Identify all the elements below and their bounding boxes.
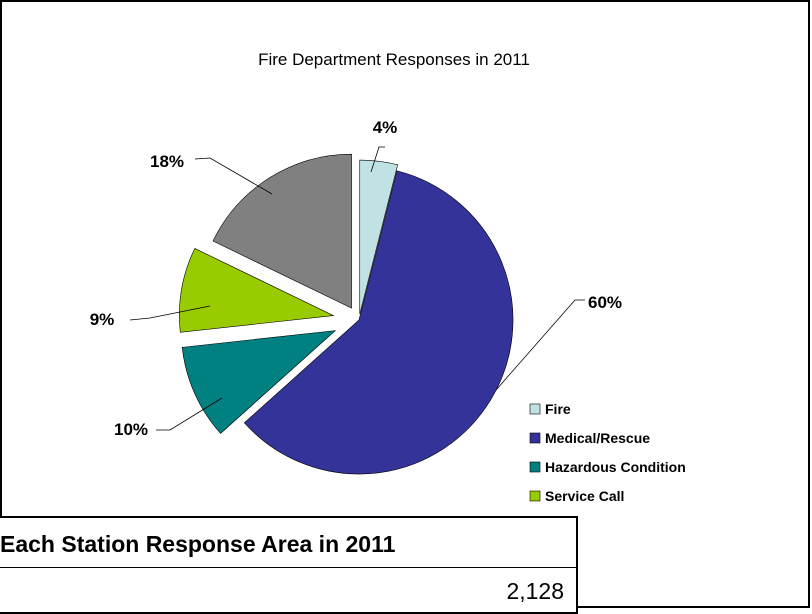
pie-slice-service-call xyxy=(179,248,335,333)
pie-slice-hazardous-condition xyxy=(181,330,337,434)
data-label: 9% xyxy=(90,310,115,329)
data-label: 18% xyxy=(150,152,184,171)
pie-slice-medical-rescue xyxy=(243,170,514,475)
pie-slice-other xyxy=(212,153,352,309)
legend-swatch xyxy=(529,403,541,415)
data-label: 10% xyxy=(114,420,148,439)
leader-line xyxy=(370,146,385,173)
legend-swatch xyxy=(529,432,541,444)
leader-line xyxy=(194,157,273,195)
leader-line xyxy=(156,397,223,431)
leader-line xyxy=(129,305,211,321)
table-value: 2,128 xyxy=(506,578,564,604)
table-value-row: 2,128 xyxy=(0,568,576,614)
legend-label: Fire xyxy=(545,401,571,417)
data-labels: 4% 60% 10% 9% 18% xyxy=(90,118,622,439)
data-label: 4% xyxy=(373,118,398,137)
response-area-table: Each Station Response Area in 2011 2,128 xyxy=(0,516,578,614)
leader-lines xyxy=(129,146,585,431)
leader-line xyxy=(495,299,585,391)
table-title: Each Station Response Area in 2011 xyxy=(0,531,396,557)
legend-label: Hazardous Condition xyxy=(545,459,686,475)
pie xyxy=(179,153,514,475)
pie-slice-fire xyxy=(359,159,399,315)
chart-title: Fire Department Responses in 2011 xyxy=(258,50,530,69)
legend-label: Service Call xyxy=(545,488,624,504)
legend-swatch xyxy=(529,490,541,502)
legend-swatch xyxy=(529,461,541,473)
legend-label: Medical/Rescue xyxy=(545,430,650,446)
table-title-row: Each Station Response Area in 2011 xyxy=(0,518,576,568)
data-label: 60% xyxy=(588,293,622,312)
